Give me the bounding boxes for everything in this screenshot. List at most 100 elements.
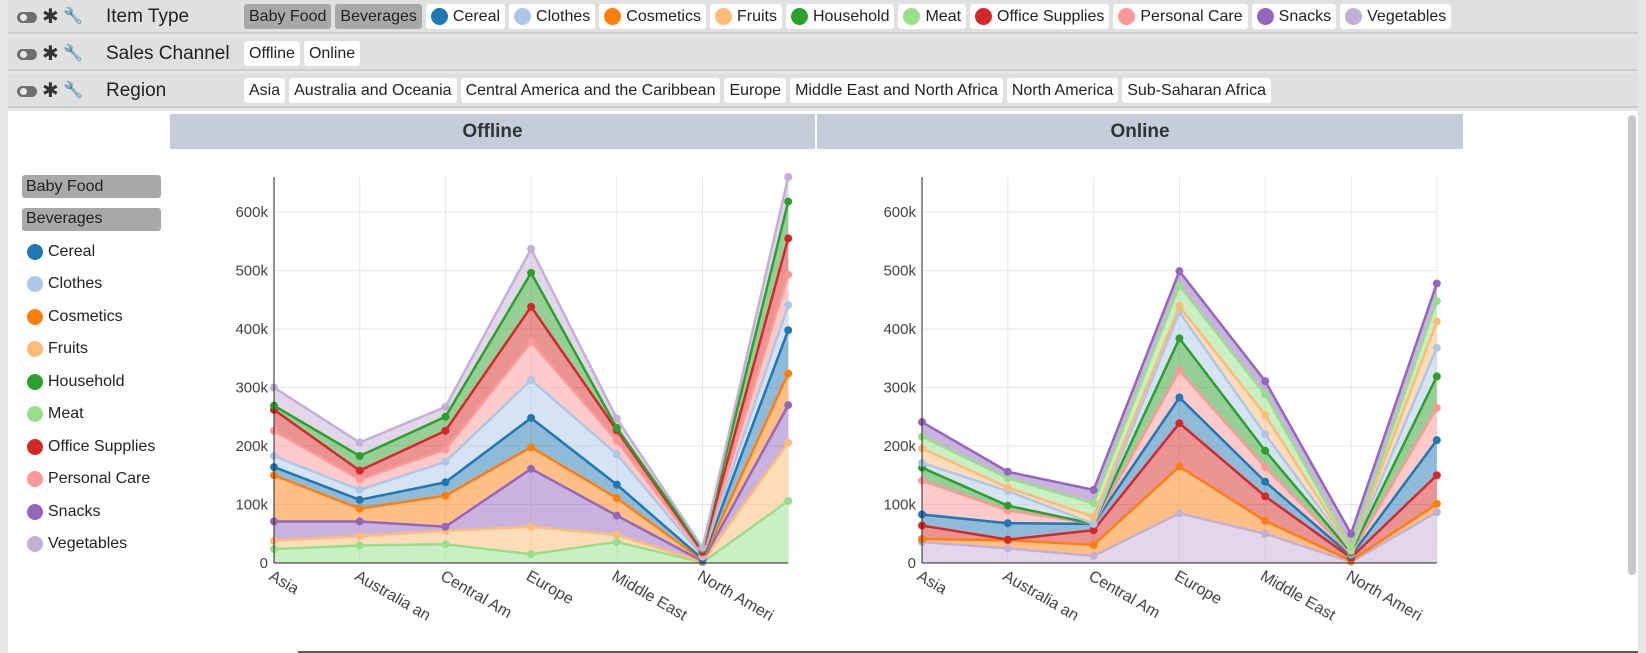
legend-label: Office Supplies — [48, 437, 156, 455]
wrench-icon[interactable]: 🔧 — [63, 82, 83, 99]
filter-chip[interactable]: Baby Food — [244, 4, 332, 29]
data-point — [1175, 334, 1184, 343]
legend-item[interactable]: Beverages — [22, 207, 161, 231]
data-point — [1261, 516, 1270, 525]
legend-item[interactable]: Fruits — [22, 338, 161, 361]
legend-item[interactable]: Office Supplies — [22, 435, 161, 458]
filter-chip[interactable]: Clothes — [509, 4, 596, 29]
filter-chip[interactable]: Offline — [244, 41, 300, 66]
x-tick-label: Asia — [914, 568, 950, 598]
filter-label: Sales Channel — [106, 43, 230, 64]
legend-item[interactable]: Personal Care — [22, 468, 161, 491]
legend-label: Household — [48, 372, 125, 390]
filter-chip[interactable]: Snacks — [1251, 4, 1337, 29]
x-tick-label: Europe — [1171, 568, 1224, 609]
legend-dot-icon — [27, 406, 43, 422]
filter-chip-label: Sub-Saharan Africa — [1127, 82, 1266, 99]
filter-chip[interactable]: Vegetables — [1340, 4, 1452, 29]
legend-dot-icon — [27, 276, 43, 292]
filter-chip[interactable]: Cereal — [425, 4, 506, 29]
filter-chip-label: Vegetables — [1367, 8, 1447, 25]
color-dot-icon — [790, 8, 808, 25]
area-vegetables — [922, 512, 1437, 563]
filter-chip[interactable]: Fruits — [709, 4, 782, 29]
filter-chip[interactable]: Office Supplies — [970, 4, 1110, 29]
asterisk-icon[interactable]: ✱ — [42, 6, 59, 28]
legend-dot-icon — [27, 503, 43, 520]
filter-chip[interactable]: Personal Care — [1113, 4, 1248, 29]
x-tick-label: Middle East — [1257, 568, 1338, 625]
data-point — [527, 550, 536, 559]
filter-chip[interactable]: Central America and the Caribbean — [460, 78, 721, 103]
data-point — [1261, 377, 1270, 386]
data-point — [527, 302, 536, 311]
chart-area: Offline Online Baby Food Beverages Cereal C… — [8, 111, 1638, 653]
legend-item[interactable]: Meat — [22, 403, 161, 426]
area-snacks — [274, 405, 789, 562]
toggle-icon[interactable] — [17, 48, 37, 60]
data-point — [1432, 499, 1441, 508]
data-point — [784, 234, 793, 243]
filter-row-item-type: ✱ 🔧 Item Type Baby Food Beverages Cereal Cloth… — [8, 0, 1638, 34]
legend-label: Personal Care — [48, 470, 151, 487]
toggle-icon[interactable] — [17, 11, 37, 23]
toggle-icon[interactable] — [17, 85, 37, 97]
y-tick-label: 400k — [883, 321, 916, 338]
data-point — [1432, 508, 1441, 517]
filter-chip[interactable]: Beverages — [335, 4, 422, 29]
data-point — [1432, 404, 1441, 413]
legend-item[interactable]: Baby Food — [22, 175, 161, 198]
filter-chip[interactable]: Asia — [244, 78, 286, 103]
data-point — [355, 517, 364, 526]
data-point — [355, 504, 364, 513]
legend-item[interactable]: Cereal — [22, 240, 161, 263]
legend-item[interactable]: Vegetables — [22, 533, 161, 556]
data-point — [355, 495, 364, 504]
data-point — [784, 197, 793, 206]
data-point — [1175, 393, 1184, 402]
legend-label: Baby Food — [26, 177, 104, 195]
legend-item[interactable]: Household — [22, 370, 161, 393]
scrollbar[interactable] — [1628, 115, 1636, 575]
wrench-icon[interactable]: 🔧 — [63, 45, 83, 62]
filter-chip[interactable]: Australia and Oceania — [289, 78, 457, 103]
data-point — [612, 423, 621, 432]
filter-chip[interactable]: Sub-Saharan Africa — [1122, 78, 1271, 103]
legend-label: Cereal — [48, 242, 96, 260]
data-point — [784, 173, 793, 181]
legend-item[interactable]: Snacks — [22, 500, 161, 523]
y-tick-label: 600k — [235, 204, 268, 221]
y-tick-label: 600k — [883, 204, 916, 221]
wrench-icon[interactable]: 🔧 — [63, 8, 83, 25]
asterisk-icon[interactable]: ✱ — [42, 80, 59, 102]
y-tick-label: 300k — [235, 380, 268, 397]
data-point — [1175, 281, 1184, 290]
data-point — [784, 326, 793, 335]
x-tick-label: North Ameri — [1343, 568, 1425, 625]
filter-chip[interactable]: Middle East and North Africa — [790, 78, 1003, 103]
filter-chip[interactable]: Meat — [898, 4, 967, 29]
filter-chip-label: Europe — [729, 82, 782, 99]
y-tick-label: 200k — [235, 438, 268, 455]
data-point — [1089, 540, 1098, 549]
filter-chip[interactable]: North America — [1006, 78, 1119, 103]
data-point — [784, 369, 793, 378]
legend-dot-icon — [27, 438, 43, 455]
legend-item[interactable]: Cosmetics — [22, 305, 161, 328]
asterisk-icon[interactable]: ✱ — [42, 43, 59, 65]
filter-chip[interactable]: Online — [303, 41, 361, 66]
filter-chip-label: Office Supplies — [997, 8, 1105, 25]
y-tick-label: 0 — [908, 555, 916, 572]
legend-dot-icon — [27, 341, 43, 357]
data-point — [527, 413, 536, 422]
y-tick-label: 300k — [883, 380, 916, 397]
filter-chip[interactable]: Europe — [724, 78, 787, 103]
filter-chip[interactable]: Cosmetics — [599, 4, 706, 29]
filter-chip-label: Personal Care — [1140, 8, 1243, 25]
data-point — [1003, 474, 1012, 483]
filter-chip[interactable]: Household — [785, 4, 895, 29]
legend-label: Cosmetics — [48, 307, 123, 325]
data-point — [784, 401, 793, 410]
legend-label: Clothes — [48, 275, 103, 292]
legend-item[interactable]: Clothes — [22, 273, 161, 296]
